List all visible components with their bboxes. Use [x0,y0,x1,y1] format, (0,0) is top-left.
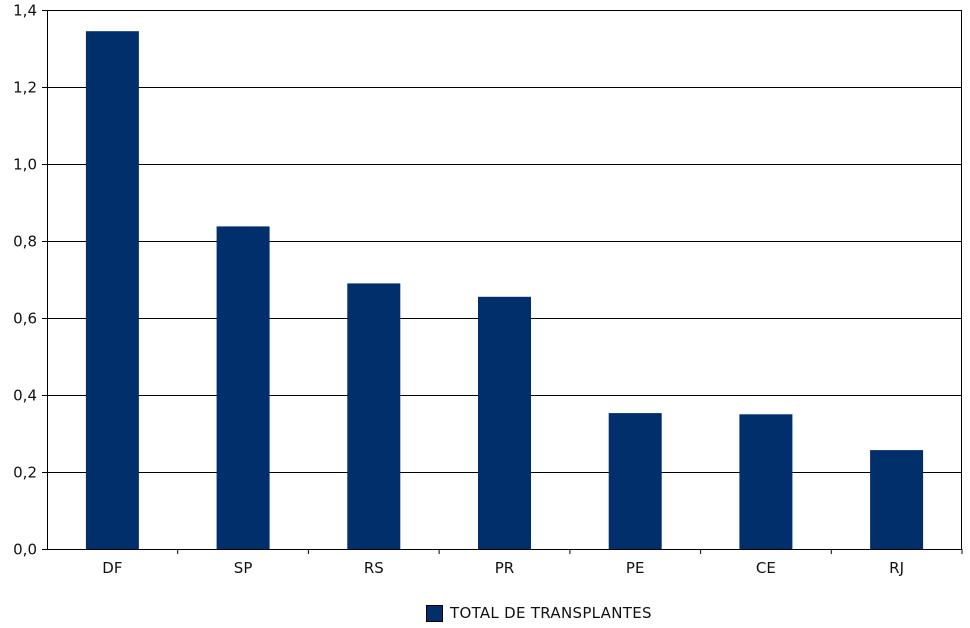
y-tick-label: 0,6 [13,310,37,328]
bar-sp [216,226,270,549]
bar-ce [739,414,793,550]
x-tick-label: SP [234,559,253,577]
legend-label: TOTAL DE TRANSPLANTES [450,604,652,622]
y-tick-label: 1,4 [13,2,37,20]
legend: TOTAL DE TRANSPLANTES [426,604,652,622]
y-tick-label: 1,0 [13,156,37,174]
bars [85,31,924,550]
bar-df [85,31,139,549]
x-tick-label: DF [102,559,122,577]
x-tick-label: PR [495,559,514,577]
y-tick-label: 0,8 [13,233,37,251]
y-tick-labels: 0,0 0,2 0,4 0,6 0,8 1,0 1,2 1,4 [13,2,37,559]
y-tick-label: 1,2 [13,79,37,97]
y-tick-label: 0,4 [13,387,37,405]
x-tick-labels: DF SP RS PR PE CE RJ [102,559,904,577]
x-tick-label: RJ [889,559,904,577]
y-tick-label: 0,0 [13,541,37,559]
x-tick-label: RS [364,559,384,577]
y-tick-label: 0,2 [13,464,37,482]
legend-swatch [426,604,443,622]
bar-rs [347,283,401,549]
axes [42,10,963,554]
bar-pr [478,296,531,549]
x-tick-label: PE [626,559,645,577]
bar-pe [608,413,662,549]
x-tick-label: CE [756,559,776,577]
bar-rj [870,450,924,549]
